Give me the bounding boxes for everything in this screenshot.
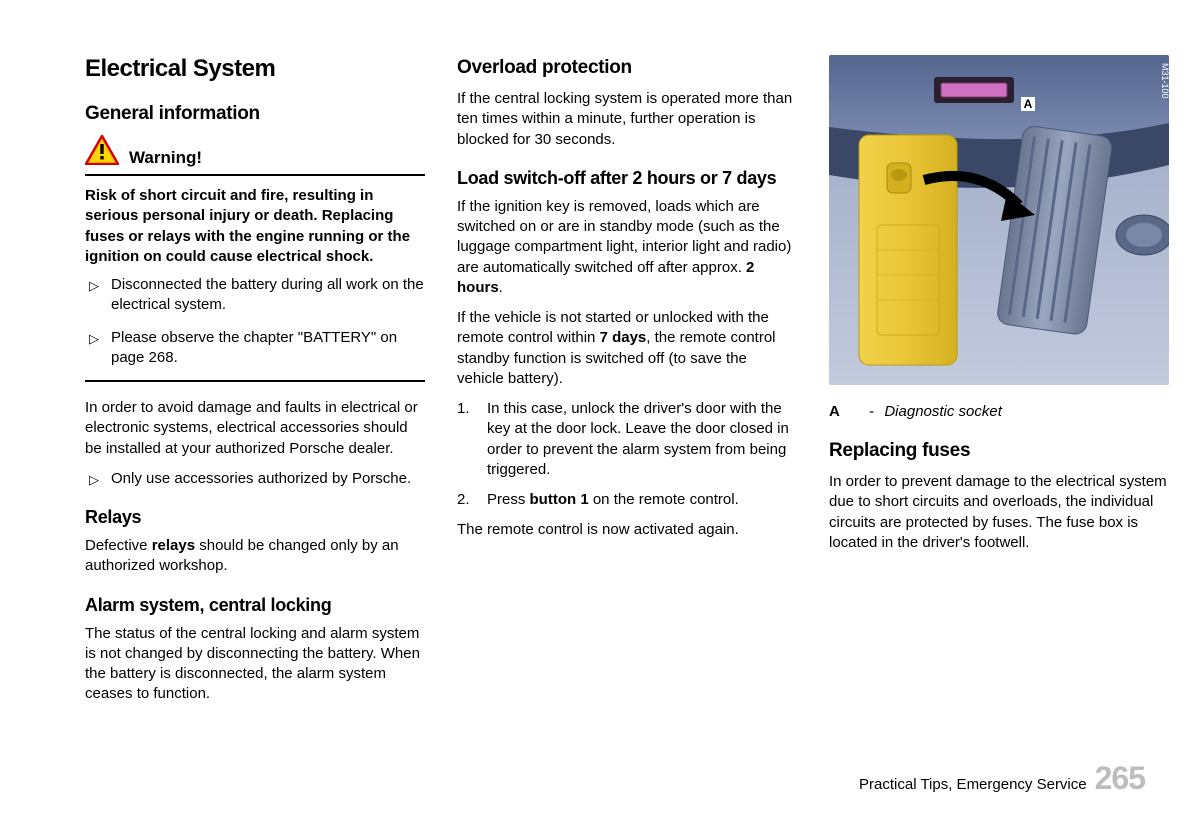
list-item: 2. Press button 1 on the remote control.: [457, 490, 797, 510]
warning-label: Warning!: [129, 148, 202, 170]
warning-triangle-icon: [85, 135, 119, 170]
page-number: 265: [1095, 760, 1145, 797]
step-text: Press button 1 on the remote control.: [487, 490, 739, 510]
page-title: Electrical System: [85, 55, 425, 83]
list-item: ▷ Disconnected the battery during all wo…: [85, 275, 425, 316]
paragraph: If the central locking system is operate…: [457, 89, 797, 150]
warning-header: Warning!: [85, 135, 425, 176]
triangle-bullet-icon: ▷: [89, 328, 99, 369]
list-text: Disconnected the battery during all work…: [111, 275, 425, 316]
section-relays: Relays: [85, 507, 425, 528]
svg-text:A: A: [1024, 97, 1033, 111]
step-number: 2.: [457, 490, 477, 510]
warning-action-list: ▷ Disconnected the battery during all wo…: [85, 275, 425, 368]
list-item: ▷ Only use accessories authorized by Por…: [85, 469, 425, 489]
step-text: In this case, unlock the driver's door w…: [487, 399, 797, 480]
section-general-info: General information: [85, 103, 425, 125]
list-item: ▷ Please observe the chapter "BATTERY" o…: [85, 328, 425, 369]
numbered-steps: 1. In this case, unlock the driver's doo…: [457, 399, 797, 510]
figure-caption: A - Diagnostic socket: [829, 403, 1169, 420]
section-overload: Overload protection: [457, 57, 797, 79]
diagnostic-socket-figure: A: [829, 55, 1169, 385]
list-text: Only use accessories authorized by Porsc…: [111, 469, 411, 489]
page-content: Electrical System General information Wa…: [0, 0, 1200, 715]
divider: [85, 380, 425, 382]
step-number: 1.: [457, 399, 477, 480]
section-load-switchoff: Load switch-off after 2 hours or 7 days: [457, 168, 797, 189]
paragraph: If the vehicle is not started or unlocke…: [457, 308, 797, 389]
triangle-bullet-icon: ▷: [89, 275, 99, 316]
paragraph: If the ignition key is removed, loads wh…: [457, 197, 797, 298]
footer-section-title: Practical Tips, Emergency Service: [859, 776, 1087, 793]
paragraph: The remote control is now activated agai…: [457, 520, 797, 540]
paragraph: In order to avoid damage and faults in e…: [85, 398, 425, 459]
list-text: Please observe the chapter "BATTERY" on …: [111, 328, 425, 369]
accessory-list: ▷ Only use accessories authorized by Por…: [85, 469, 425, 489]
caption-dash: -: [869, 403, 874, 420]
warning-body: Risk of short circuit and fire, resultin…: [85, 186, 425, 267]
caption-label: A: [829, 403, 865, 420]
paragraph: In order to prevent damage to the electr…: [829, 472, 1169, 553]
image-code: M31-100: [1160, 63, 1169, 99]
section-replacing-fuses: Replacing fuses: [829, 440, 1169, 462]
paragraph: The status of the central locking and al…: [85, 624, 425, 705]
paragraph: Defective relays should be changed only …: [85, 536, 425, 577]
column-1: Electrical System General information Wa…: [85, 55, 425, 715]
column-3: A: [829, 55, 1169, 715]
caption-description: Diagnostic socket: [884, 403, 1002, 420]
list-item: 1. In this case, unlock the driver's doo…: [457, 399, 797, 480]
page-footer: Practical Tips, Emergency Service 265: [859, 760, 1145, 797]
column-2: Overload protection If the central locki…: [457, 55, 797, 715]
section-alarm: Alarm system, central locking: [85, 595, 425, 616]
triangle-bullet-icon: ▷: [89, 469, 99, 489]
